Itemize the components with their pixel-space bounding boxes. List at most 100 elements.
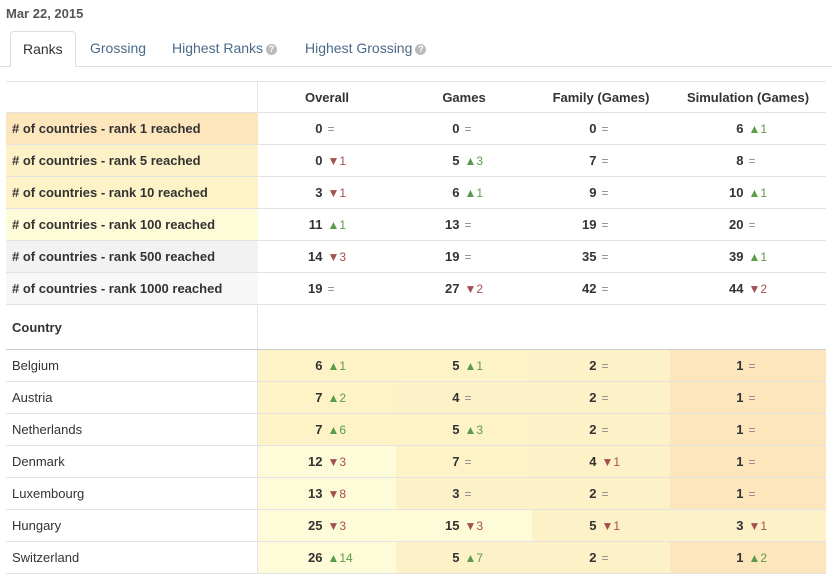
ranks-table: Overall Games Family (Games) Simulation … (6, 81, 826, 574)
country-name-cell: Belgium (6, 350, 258, 381)
rank-value: 2 (589, 486, 597, 501)
tab-highest-ranks-label: Highest Ranks (172, 40, 264, 56)
rank-change: = (748, 454, 756, 469)
rank-change: = (464, 486, 472, 501)
rank-value: 6 (736, 121, 744, 136)
rank-cell: 7 ▲2 (258, 382, 396, 413)
country-row[interactable]: Denmark 12 ▼3 7 = 4 ▼1 1 = (6, 446, 826, 478)
tab-highest-grossing[interactable]: Highest Grossing? (293, 31, 438, 67)
report-date: Mar 22, 2015 (6, 6, 84, 21)
rank-change: = (748, 217, 756, 232)
country-name-cell: Hungary (6, 510, 258, 541)
country-row[interactable]: Austria 7 ▲2 4 = 2 = 1 = (6, 382, 826, 414)
rank-cell: 35 = (532, 241, 670, 272)
rank-change: ▲2 (748, 550, 768, 565)
metrics-section: # of countries - rank 1 reached 0 = 0 = 0 = 6 ▲1… (6, 113, 826, 305)
country-row[interactable]: Luxembourg 13 ▼8 3 = 2 = 1 = (6, 478, 826, 510)
country-name: Austria (12, 390, 53, 405)
country-row[interactable]: Hungary 25 ▼3 15 ▼3 5 ▼1 3 ▼1 (6, 510, 826, 542)
metric-label: # of countries - rank 500 reached (12, 249, 216, 264)
rank-value: 39 (729, 249, 744, 264)
rank-cell: 4 ▼1 (532, 446, 670, 477)
rank-cell: 0 = (258, 113, 396, 144)
column-header-games[interactable]: Games (442, 89, 486, 105)
rank-value: 4 (452, 390, 460, 405)
rank-value: 5 (452, 422, 460, 437)
rank-value: 3 (315, 185, 323, 200)
rank-change: ▼1 (327, 153, 347, 168)
rank-value: 44 (729, 281, 744, 296)
rank-cell: 8 = (670, 145, 826, 176)
rank-cell: 13 = (396, 209, 532, 240)
rank-cell: 9 = (532, 177, 670, 208)
rank-cell: 1 ▲2 (670, 542, 826, 573)
rank-cell: 2 = (532, 542, 670, 573)
column-separator (257, 446, 258, 477)
rank-value: 1 (736, 390, 744, 405)
rank-value: 3 (452, 486, 460, 501)
tab-ranks-label: Ranks (23, 41, 63, 57)
help-icon[interactable]: ? (266, 44, 278, 55)
country-name-cell: Netherlands (6, 414, 258, 445)
rank-change: ▼1 (601, 518, 621, 533)
rank-value: 19 (308, 281, 323, 296)
rank-cell: 5 ▼1 (532, 510, 670, 541)
country-row[interactable]: Netherlands 7 ▲6 5 ▲3 2 = 1 = (6, 414, 826, 446)
rank-change: ▲1 (327, 217, 347, 232)
rank-value: 2 (589, 422, 597, 437)
rank-value: 2 (589, 550, 597, 565)
rank-cell: 11 ▲1 (258, 209, 396, 240)
column-header-simulation-games[interactable]: Simulation (Games) (686, 89, 810, 105)
rank-cell: 7 ▲6 (258, 414, 396, 445)
metric-label-cell: # of countries - rank 5 reached (6, 145, 258, 176)
rank-value: 0 (315, 121, 323, 136)
column-separator (257, 510, 258, 541)
rank-cell: 42 = (532, 273, 670, 304)
metric-label-cell: # of countries - rank 500 reached (6, 241, 258, 272)
country-name: Hungary (12, 518, 62, 533)
country-row[interactable]: Belgium 6 ▲1 5 ▲1 2 = 1 = (6, 350, 826, 382)
rank-value: 8 (736, 153, 744, 168)
tab-grossing-label: Grossing (90, 40, 147, 56)
metric-row: # of countries - rank 5 reached 0 ▼1 5 ▲3 7 = 8… (6, 145, 826, 177)
rank-value: 15 (445, 518, 460, 533)
metric-row: # of countries - rank 10 reached 3 ▼1 6 ▲1 9 =… (6, 177, 826, 209)
rank-value: 2 (589, 358, 597, 373)
rank-cell: 10 ▲1 (670, 177, 826, 208)
tab-grossing[interactable]: Grossing (78, 31, 158, 67)
rank-value: 20 (729, 217, 744, 232)
rank-change: ▲1 (748, 185, 768, 200)
column-separator (257, 478, 258, 509)
country-column-header[interactable]: Country (6, 305, 258, 349)
rank-cell: 44 ▼2 (670, 273, 826, 304)
rank-cell: 25 ▼3 (258, 510, 396, 541)
rank-value: 26 (308, 550, 323, 565)
rank-change: ▲1 (464, 185, 484, 200)
rank-cell: 1 = (670, 478, 826, 509)
rank-change: = (748, 358, 756, 373)
rank-value: 12 (308, 454, 323, 469)
rank-change: ▼3 (464, 518, 484, 533)
column-separator (257, 82, 258, 112)
rank-value: 1 (736, 358, 744, 373)
country-name: Belgium (12, 358, 59, 373)
rank-cell: 2 = (532, 414, 670, 445)
rank-value: 1 (736, 422, 744, 437)
rank-change: ▼1 (327, 185, 347, 200)
country-row[interactable]: Switzerland 26 ▲14 5 ▲7 2 = 1 ▲2 (6, 542, 826, 574)
rank-cell: 19 = (258, 273, 396, 304)
rank-value: 7 (589, 153, 597, 168)
metric-label: # of countries - rank 100 reached (12, 217, 216, 232)
country-name-cell: Denmark (6, 446, 258, 477)
column-header-overall[interactable]: Overall (304, 89, 350, 105)
rank-change: = (601, 281, 609, 296)
tab-highest-ranks[interactable]: Highest Ranks? (160, 31, 289, 67)
rank-change: ▲1 (327, 358, 347, 373)
column-header-family-games[interactable]: Family (Games) (552, 89, 650, 105)
rank-change: ▼2 (748, 281, 768, 296)
tab-highest-grossing-label: Highest Grossing (305, 40, 413, 56)
rank-value: 42 (582, 281, 597, 296)
help-icon[interactable]: ? (415, 44, 427, 55)
tab-bar: Ranks Grossing Highest Ranks? Highest Gr… (0, 31, 832, 67)
tab-ranks[interactable]: Ranks (10, 31, 76, 67)
